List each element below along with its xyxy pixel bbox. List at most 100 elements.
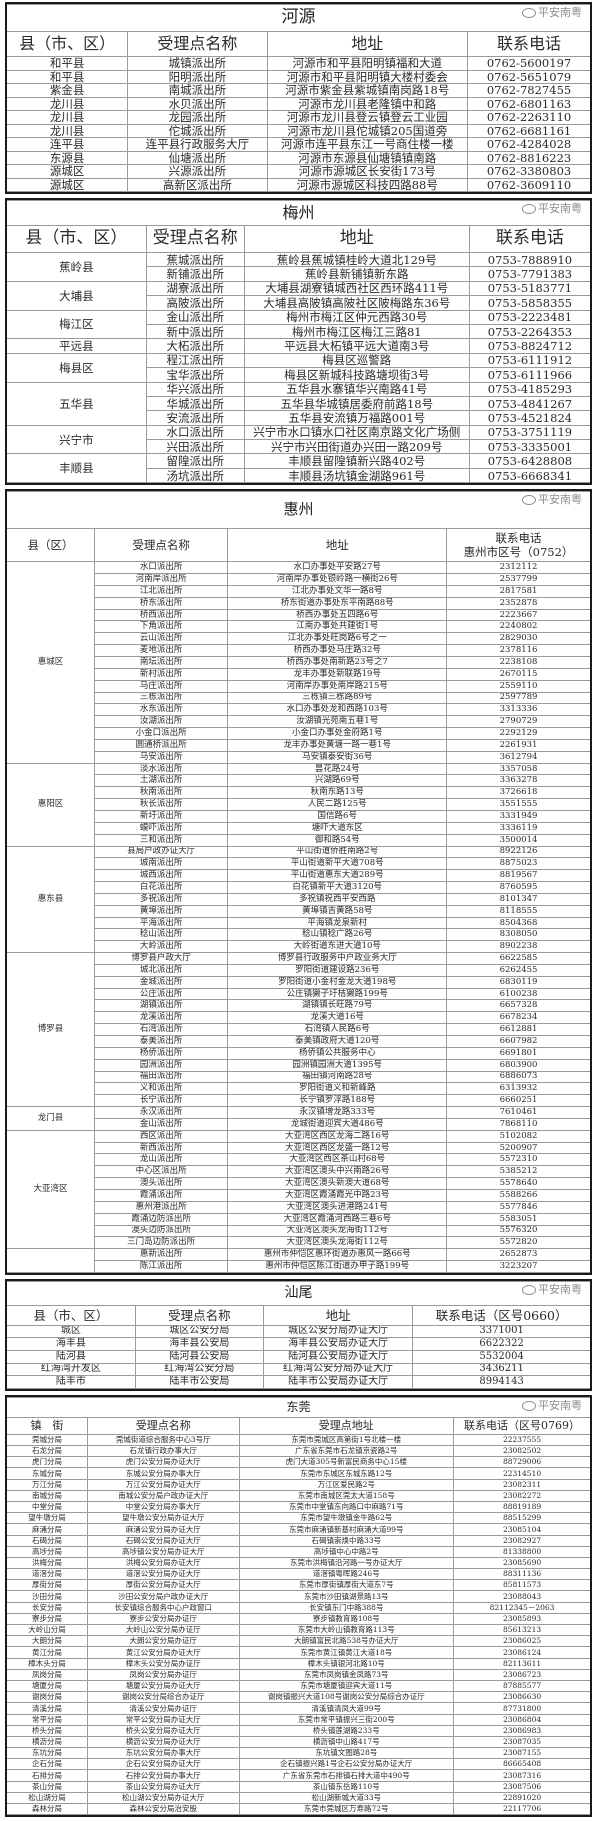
cell-office-name: 汝湖派出所: [94, 715, 229, 729]
cell-county: 和平县: [7, 56, 129, 71]
table-row: 海丰县 海丰县公安局 海丰县公安局办证大厅 6622322: [7, 1337, 590, 1352]
cell-address: 东莞市塘厦镇迎宾大道11号: [238, 1679, 455, 1693]
cell-phone: 0762-8816223: [467, 150, 590, 165]
cell-address: 东莞市莞城区高第街1号北楼一楼: [238, 1433, 455, 1447]
column-header: 联系电话: [467, 31, 590, 57]
cell-phone: 7610461: [446, 1106, 590, 1119]
cell-county: 陆河县: [7, 1350, 136, 1364]
cell-address: 河源市龙川县佗城镇205国道旁: [266, 123, 469, 138]
cell-office-name: 金山派出所: [145, 309, 245, 325]
cell-office-name: 惠新派出所: [93, 1248, 229, 1262]
cell-address: 昙花路24号: [227, 762, 448, 776]
cell-county: 麻涌分局: [7, 1523, 88, 1536]
table-row: 河南岸派出所 河南岸办事处银岭路一横街26号 2537799: [7, 573, 590, 586]
cell-address: 东莞市麻涌镇新基村麻涌大道99号: [238, 1523, 455, 1536]
table-row: 城南派出所 平山街道新平大道708号 8875023: [7, 857, 590, 871]
table-title: 河源: [7, 4, 590, 32]
cell-address: 长安镇东门中路388号: [238, 1601, 455, 1614]
cell-address: 五华县安流镇万福路001号: [243, 410, 470, 426]
cell-address: 大埔县高陂镇高陂社区陂梅路东36号: [243, 295, 470, 311]
cell-phone: 86665408: [453, 1758, 590, 1771]
watermark-logo-icon: [522, 495, 536, 506]
cell-office-name: 公庄派出所: [94, 987, 229, 1001]
cell-office-name: 南城公安分局户政办证大厅: [86, 1489, 240, 1502]
cell-county: 石碣分局: [7, 1534, 88, 1547]
cell-address: 平山街道惠东大道289号: [227, 869, 448, 883]
cell-address: 梅州市梅江区仲元西路30号: [243, 309, 470, 325]
table-row: 金山派出所 龙城街道迎宾大道486号 7868110: [7, 1117, 590, 1131]
cell-phone: 3357058: [446, 762, 590, 776]
cell-address: 湖镇镇长旺路79号: [227, 999, 448, 1013]
watermark: 平安南粤: [522, 7, 582, 19]
table-row: 陈江派出所 惠州市仲恺区陈江街道办甲子路199号 3223207: [7, 1260, 590, 1273]
cell-phone: 23086804: [453, 1713, 590, 1726]
cell-office-name: 下角派出所: [94, 620, 229, 634]
cell-county: 博罗县: [7, 952, 95, 1108]
heyuan-grid: 河源 县（市、区） 受理点名称 地址 联系电话 和平县 城镇派出所 河源市和平县阳明镇福和大道…: [7, 4, 590, 192]
cell-address: 海丰县公安局办证大厅: [262, 1337, 414, 1352]
table-row: 霞涌派出所 大亚湾区霞涌霞光中路23号 5588266: [7, 1188, 590, 1202]
cell-phone: 88729006: [453, 1456, 590, 1469]
cell-address: 稔山镇稔广路26号: [227, 928, 448, 942]
cell-office-name: 寮步公安分局办证厅: [86, 1612, 240, 1626]
table-row: 龙门县 永汉派出所 永汉镇增龙路333号 7610461: [7, 1106, 590, 1131]
cell-office-name: 石碣公安分局办证大厅: [86, 1534, 240, 1547]
table-row: 陆丰市 陆丰市公安局 陆丰市公安局办证大厅 8994143: [7, 1375, 590, 1389]
table-row: 蕉岭县 蕉城派出所 蕉岭县蕉城镇桂岭大道北129号 0753-7888910: [7, 251, 590, 282]
cell-phone: 0753-7888910: [468, 251, 590, 268]
cell-address: 人民二路125号: [227, 798, 448, 811]
cell-phone: 0753-4841267: [468, 395, 590, 412]
cell-phone: 2597789: [446, 691, 590, 705]
cell-address: 兴宁市水口镇水口社区南京路文化广场侧: [243, 424, 470, 441]
cell-address: 广东省东莞市石排镇石排大道中490号: [238, 1769, 455, 1782]
cell-office-name: 华兴派出所: [145, 381, 245, 397]
table-row: 大岭派出所 大岭街道东进大道10号 8902238: [7, 940, 590, 954]
cell-phone: 6660251: [446, 1094, 590, 1108]
cell-phone: 0753-6111966: [468, 367, 590, 383]
cell-office-name: 留隍派出所: [145, 453, 245, 469]
cell-phone: 0753-2264353: [468, 323, 590, 340]
cell-office-name: 大柘派出所: [145, 338, 245, 354]
table-row: 稔山派出所 稔山镇稔广路26号 8308050: [7, 928, 590, 942]
table-row: 凤岗分局 凤岗公安分局办证厅 东莞市凤岗镇金凤路73号 23086723: [7, 1668, 590, 1681]
cell-office-name: 蟆吓派出所: [94, 821, 229, 835]
cell-address: 大亚湾区西区茶山村68号: [227, 1153, 448, 1167]
table-row: 秋长派出所 人民二路125号 3551555: [7, 798, 590, 811]
cell-phone: 3313336: [446, 703, 590, 717]
cell-address: 惠州市仲恺区惠环街道办惠风一路66号: [227, 1248, 448, 1262]
cell-phone: 8922126: [446, 845, 590, 859]
cell-county: 万江分局: [7, 1478, 88, 1491]
cell-county: 谢岗分局: [7, 1691, 88, 1704]
cell-phone: 5572820: [446, 1236, 590, 1250]
cell-county: 东源县: [7, 150, 129, 165]
table-row: 澳头派出所 大亚湾区澳头新澳大道68号 5578640: [7, 1177, 590, 1190]
cell-phone: 8308050: [446, 928, 590, 942]
cell-office-name: 稔山派出所: [94, 928, 229, 942]
cell-office-name: 长安镇综合服务中心户政窗口: [86, 1601, 240, 1614]
title-row: 河源: [7, 4, 590, 32]
cell-phone: 5572310: [446, 1153, 590, 1167]
cell-office-name: 海丰县公安局: [134, 1337, 265, 1352]
cell-office-name: 杨侨派出所: [94, 1046, 229, 1060]
table-row: 水东派出所 水口办事处龙和西路103号 3313336: [7, 703, 590, 717]
title-row: 惠州: [7, 491, 590, 530]
cell-address: 平山街道新平大道708号: [227, 857, 448, 871]
header-row: 镇 街 受理点名称 受理点地址 联系电话（区号0769）: [7, 1416, 590, 1435]
cell-address: 桥头镇莲湖路233号: [238, 1724, 455, 1737]
cell-county: 莞城分局: [7, 1433, 88, 1447]
cell-address: 城区公安分局办证大厅: [262, 1324, 414, 1339]
cell-office-name: 城南派出所: [94, 857, 229, 871]
cell-office-name: 城镇派出所: [127, 56, 268, 71]
cell-phone: 85613213: [453, 1624, 590, 1637]
cell-office-name: 莞城街道综合服务中心3号厅: [86, 1433, 240, 1447]
cell-office-name: 县局户政办证大厅: [93, 845, 229, 859]
table-row: 大朗分局 大朗公安分局办证厅 大朗镇富民北路538号办证大厅 23086025: [7, 1635, 590, 1648]
cell-office-name: 城北派出所: [94, 963, 229, 977]
table-row: 龙川县 龙园派出所 河源市龙川县登云镇登云工业园 0762-2263110: [7, 110, 590, 125]
cell-phone: 23087035: [453, 1735, 590, 1749]
cell-address: 梅县区巡警路: [243, 352, 470, 369]
table-row: 常平分局 常平公安分局办证大厅 东莞市常平镇振兴三街200号 23086804: [7, 1713, 590, 1726]
title-row: 东莞: [7, 1396, 590, 1418]
shanwei-table: 汕尾 县（市、区） 受理点名称 地址 联系电话（区号0660） 城区 城区公安分局 城区公安分…: [5, 1278, 592, 1391]
table-row: 梅江区 金山派出所 梅州市梅江区仲元西路30号 0753-2223481: [7, 309, 590, 340]
